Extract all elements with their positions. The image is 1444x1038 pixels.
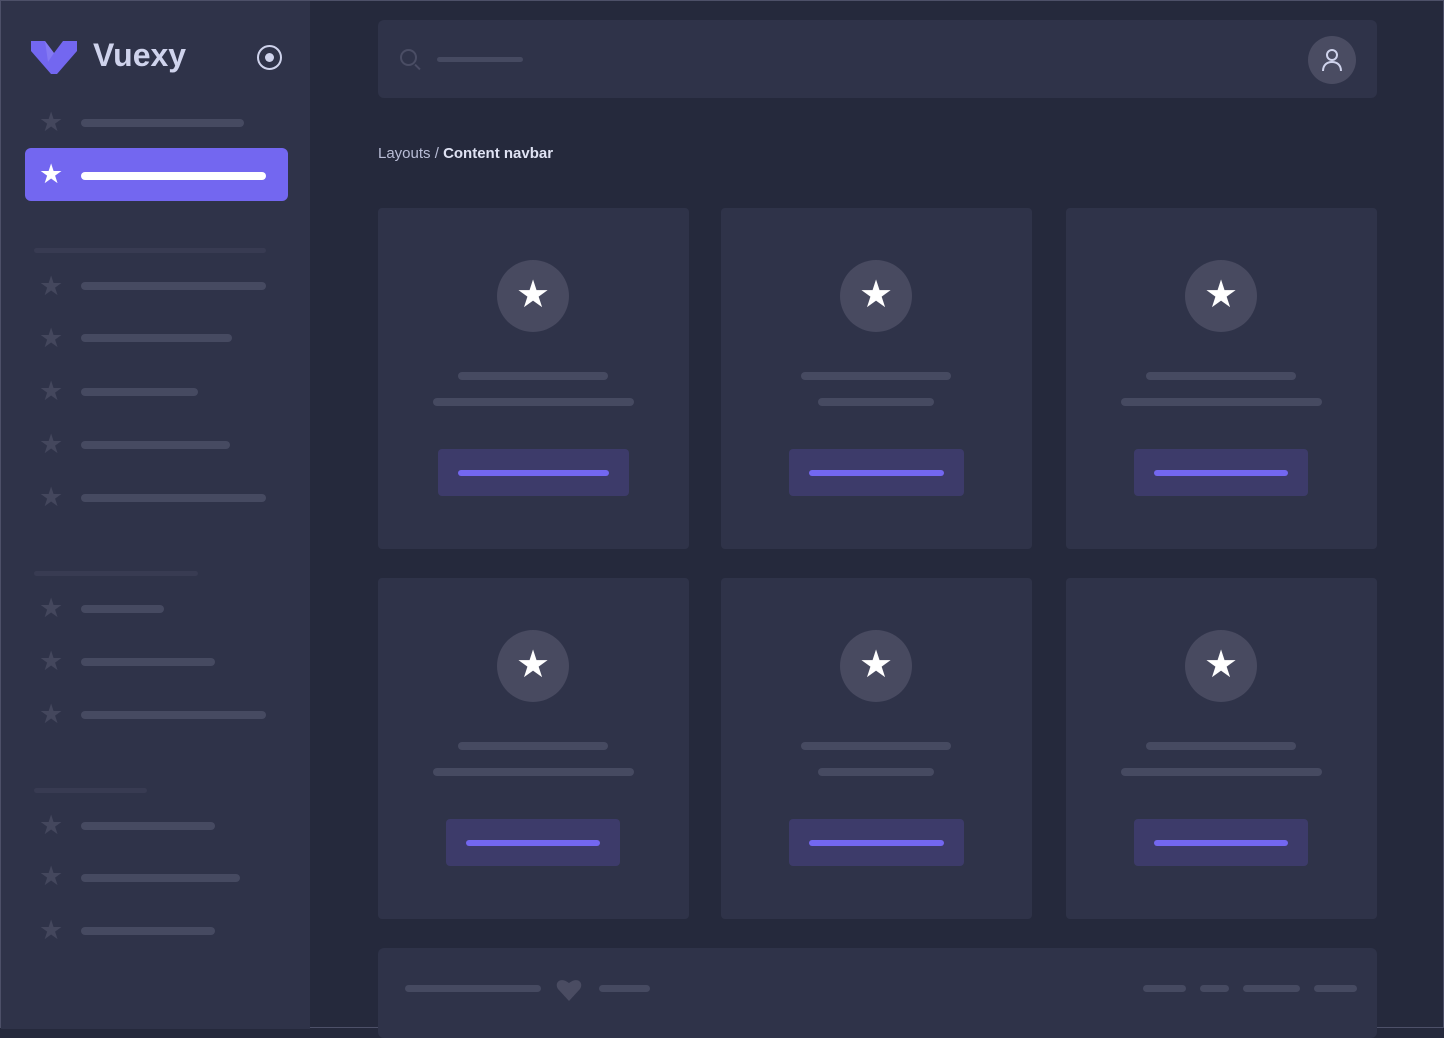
star-icon: ★ bbox=[497, 260, 569, 332]
section-header bbox=[34, 571, 198, 576]
card-button[interactable] bbox=[437, 449, 629, 496]
heart-icon bbox=[556, 980, 582, 1001]
card-title bbox=[1146, 372, 1296, 380]
star-icon: ★ bbox=[39, 376, 64, 406]
nav-item[interactable] bbox=[81, 927, 215, 935]
star-icon: ★ bbox=[39, 159, 64, 189]
card-text bbox=[432, 398, 634, 406]
card-button-label bbox=[808, 470, 944, 476]
feature-card: ★ bbox=[378, 578, 689, 919]
footer-link[interactable] bbox=[1243, 985, 1300, 992]
star-icon: ★ bbox=[39, 646, 64, 676]
nav-item[interactable] bbox=[81, 494, 266, 502]
feature-card: ★ bbox=[1066, 578, 1377, 919]
star-icon: ★ bbox=[497, 630, 569, 702]
card-text bbox=[1120, 398, 1322, 406]
card-text bbox=[432, 768, 634, 776]
card-button-label bbox=[808, 840, 944, 846]
footer-link[interactable] bbox=[599, 985, 650, 992]
card-button-label bbox=[457, 470, 609, 476]
nav-item[interactable] bbox=[81, 605, 164, 613]
footer bbox=[378, 948, 1377, 1038]
card-title bbox=[458, 372, 608, 380]
breadcrumb-current: Content navbar bbox=[443, 145, 554, 162]
star-icon: ★ bbox=[39, 915, 64, 945]
user-icon bbox=[1322, 49, 1342, 72]
card-button[interactable] bbox=[788, 449, 964, 496]
card-button[interactable] bbox=[446, 819, 620, 866]
nav-item-label bbox=[81, 172, 266, 180]
card-title bbox=[801, 372, 951, 380]
star-icon: ★ bbox=[39, 271, 64, 301]
search-input[interactable] bbox=[437, 57, 523, 62]
breadcrumb: Layouts / Content navbar bbox=[378, 145, 553, 162]
card-button[interactable] bbox=[1134, 449, 1308, 496]
breadcrumb-separator: / bbox=[430, 145, 444, 162]
star-icon: ★ bbox=[39, 107, 64, 137]
nav-item[interactable] bbox=[81, 658, 215, 666]
card-title bbox=[1146, 742, 1296, 750]
top-navbar bbox=[378, 20, 1377, 98]
section-header bbox=[34, 788, 147, 793]
card-button[interactable] bbox=[788, 819, 964, 866]
nav-item[interactable] bbox=[81, 822, 215, 830]
card-button-label bbox=[466, 840, 600, 846]
vuexy-logo[interactable] bbox=[31, 41, 77, 74]
search-icon[interactable] bbox=[400, 49, 417, 66]
star-icon: ★ bbox=[840, 260, 912, 332]
card-text bbox=[818, 398, 934, 406]
sidebar: Vuexy ★ ★ ★ ★ ★ ★ ★ ★ ★ ★ ★ ★ ★ bbox=[1, 1, 310, 1029]
footer-link[interactable] bbox=[1200, 985, 1229, 992]
star-icon: ★ bbox=[39, 323, 64, 353]
footer-link[interactable] bbox=[1143, 985, 1186, 992]
card-text bbox=[818, 768, 934, 776]
star-icon: ★ bbox=[1185, 630, 1257, 702]
feature-card: ★ bbox=[721, 208, 1032, 549]
card-button[interactable] bbox=[1134, 819, 1308, 866]
nav-item[interactable] bbox=[81, 282, 266, 290]
nav-item[interactable] bbox=[81, 711, 266, 719]
radio-pin-icon[interactable] bbox=[257, 45, 282, 70]
star-icon: ★ bbox=[39, 861, 64, 891]
nav-item-active[interactable]: ★ bbox=[25, 148, 288, 201]
card-text bbox=[1120, 768, 1322, 776]
card-title bbox=[801, 742, 951, 750]
section-header bbox=[34, 248, 266, 253]
breadcrumb-parent[interactable]: Layouts bbox=[378, 145, 431, 162]
star-icon: ★ bbox=[39, 699, 64, 729]
star-icon: ★ bbox=[39, 482, 64, 512]
feature-card: ★ bbox=[721, 578, 1032, 919]
star-icon: ★ bbox=[840, 630, 912, 702]
nav-item[interactable] bbox=[81, 874, 240, 882]
nav-item[interactable] bbox=[81, 334, 232, 342]
nav-item[interactable] bbox=[81, 388, 198, 396]
brand-name: Vuexy bbox=[93, 37, 187, 73]
feature-card: ★ bbox=[1066, 208, 1377, 549]
footer-text bbox=[405, 985, 541, 992]
star-icon: ★ bbox=[39, 429, 64, 459]
nav-item[interactable] bbox=[81, 119, 244, 127]
star-icon: ★ bbox=[39, 810, 64, 840]
card-title bbox=[458, 742, 608, 750]
card-button-label bbox=[1154, 840, 1288, 846]
star-icon: ★ bbox=[1185, 260, 1257, 332]
nav-item[interactable] bbox=[81, 441, 230, 449]
user-avatar[interactable] bbox=[1308, 36, 1356, 84]
star-icon: ★ bbox=[39, 593, 64, 623]
card-button-label bbox=[1154, 470, 1288, 476]
footer-link[interactable] bbox=[1314, 985, 1357, 992]
feature-card: ★ bbox=[378, 208, 689, 549]
